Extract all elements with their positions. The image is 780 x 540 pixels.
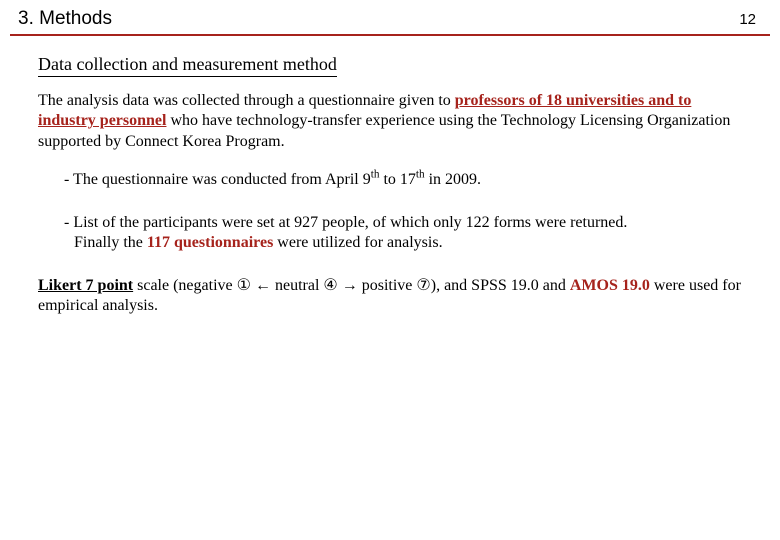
- highlight-count: 117 questionnaires: [147, 234, 273, 251]
- text: - The questionnaire was conducted from A…: [64, 171, 371, 188]
- subheading: Data collection and measurement method: [38, 54, 337, 77]
- text: - List of the participants were set at 9…: [64, 214, 627, 231]
- text: were utilized for analysis.: [273, 234, 442, 251]
- circled-1: ①: [237, 277, 251, 294]
- bullet-sample: - List of the participants were set at 9…: [60, 213, 742, 254]
- highlight-amos: AMOS 19.0: [570, 277, 650, 294]
- highlight-likert: Likert 7 point: [38, 277, 133, 294]
- text: Finally the: [74, 234, 147, 251]
- page-number: 12: [739, 11, 756, 28]
- intro-paragraph: The analysis data was collected through …: [38, 91, 742, 152]
- circled-4: ④: [323, 277, 337, 294]
- section-title: 3. Methods: [18, 8, 112, 30]
- bullet-dates: - The questionnaire was conducted from A…: [60, 170, 742, 190]
- subheading-wrap: Data collection and measurement method: [38, 54, 742, 91]
- ordinal-sup: th: [416, 169, 425, 181]
- slide: 3. Methods 12 Data collection and measur…: [0, 0, 780, 540]
- content: Data collection and measurement method T…: [0, 36, 780, 317]
- text: scale (negative: [133, 277, 237, 294]
- header-row: 3. Methods 12: [0, 0, 780, 34]
- text: in 2009.: [425, 171, 481, 188]
- text: ← neutral: [251, 277, 323, 294]
- text: → positive: [338, 277, 417, 294]
- scale-paragraph: Likert 7 point scale (negative ① ← neutr…: [38, 276, 742, 317]
- bullet-list: - The questionnaire was conducted from A…: [38, 170, 742, 253]
- circled-7: ⑦: [416, 277, 430, 294]
- text: The analysis data was collected through …: [38, 92, 455, 109]
- bullet-sample-line2: Finally the 117 questionnaires were util…: [74, 233, 742, 253]
- text: to 17: [379, 171, 415, 188]
- text: ), and SPSS 19.0 and: [431, 277, 570, 294]
